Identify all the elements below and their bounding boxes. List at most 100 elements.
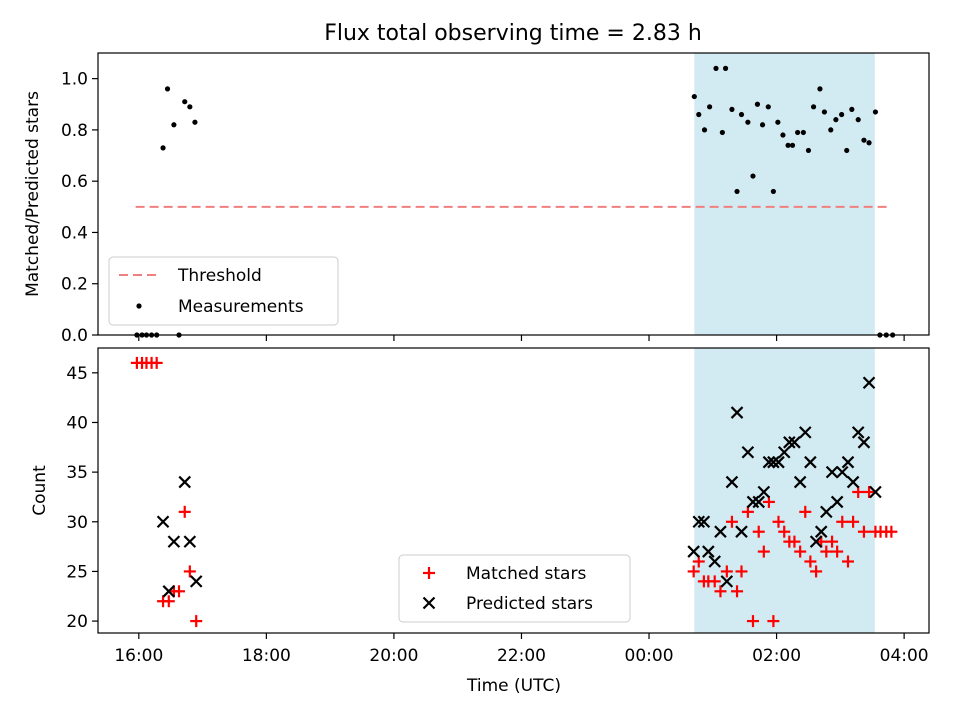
predicted-star-point — [697, 515, 711, 529]
predicted-star-point — [752, 495, 765, 509]
count-panel-frame — [97, 347, 930, 634]
x-tick-label: 04:00 — [880, 646, 929, 666]
measurement-point — [821, 109, 828, 115]
matched-star-point — [788, 535, 801, 548]
matched-star-point — [767, 615, 780, 628]
measurement-point — [701, 127, 708, 133]
matched-star-point — [847, 515, 860, 528]
predicted-star-point — [788, 436, 801, 449]
x-tick-label: 00:00 — [625, 646, 674, 666]
ratio-legend-box — [108, 256, 339, 326]
measurement-point — [192, 119, 198, 125]
predicted-star-point — [167, 535, 181, 548]
measurement-point — [785, 142, 791, 148]
y-tick-label: 0.2 — [61, 275, 88, 295]
predicted-star-point — [793, 475, 807, 489]
matched-star-point — [190, 615, 203, 628]
matched-star-point — [842, 555, 855, 568]
measurement-point — [849, 106, 855, 112]
predicted-star-point — [708, 555, 721, 568]
predicted-star-point — [162, 585, 176, 598]
matched-star-point — [692, 555, 705, 568]
matched-star-point — [762, 495, 775, 508]
measurement-point — [810, 104, 817, 110]
predicted-star-point — [767, 455, 780, 469]
matched-star-point — [794, 545, 807, 558]
measurement-point — [805, 147, 812, 154]
measurement-point — [171, 122, 177, 128]
predicted-star-point — [687, 545, 700, 558]
count-points — [130, 356, 898, 628]
predicted-star-point — [156, 515, 170, 529]
measurement-point — [187, 104, 193, 110]
matched-star-point — [831, 545, 844, 558]
measurement-point — [780, 132, 786, 138]
x-axis-label: Time (UTC) — [466, 676, 561, 696]
measurement-point — [713, 65, 719, 71]
measurement-point — [750, 173, 756, 179]
measurement-point — [770, 188, 776, 195]
y-tick-label: 0.6 — [61, 172, 88, 192]
predicted-star-point — [714, 525, 727, 538]
chart-title: Flux total observing time = 2.83 h — [324, 21, 702, 46]
measurement-point — [745, 119, 751, 125]
predicted-star-point — [798, 426, 812, 439]
measurement-point — [734, 188, 740, 195]
measurement-point — [164, 86, 171, 92]
matched-star-point — [772, 515, 785, 528]
y-tick-label: 0.0 — [61, 326, 88, 346]
count-y-ticks: 20 25 30 35 40 45 — [66, 364, 98, 632]
y-tick-label: 35 — [66, 463, 88, 483]
predicted-star-point — [809, 535, 823, 548]
legend-matched-marker — [423, 567, 435, 579]
observing-window-shade-bottom — [694, 348, 875, 633]
predicted-star-point — [720, 575, 734, 588]
matched-star-point — [757, 545, 770, 558]
predicted-star-point — [851, 426, 865, 439]
measurement-point — [833, 117, 839, 123]
predicted-star-point — [178, 475, 192, 489]
measurement-point — [855, 117, 861, 123]
x-tick-label: 18:00 — [242, 646, 291, 666]
predicted-star-point — [814, 525, 828, 538]
y-tick-label: 0.8 — [61, 121, 88, 141]
x-tick-label: 16:00 — [114, 646, 163, 666]
measurement-point — [795, 129, 801, 136]
measurement-point — [828, 127, 834, 133]
x-tick-label: 20:00 — [369, 646, 418, 666]
predicted-star-point — [762, 455, 776, 469]
observing-window-shade — [694, 53, 875, 335]
matched-star-point — [752, 525, 765, 538]
x-tick-label: 02:00 — [752, 646, 801, 666]
measurement-point — [719, 129, 725, 136]
matched-star-point — [162, 595, 175, 608]
matched-star-point — [172, 585, 185, 598]
matched-star-point — [741, 505, 754, 518]
measurement-point — [182, 99, 188, 105]
matched-star-point — [746, 615, 759, 628]
predicted-star-point — [820, 505, 833, 519]
legend-predicted-swatch — [422, 596, 436, 610]
predicted-star-point — [702, 545, 715, 558]
predicted-star-point — [746, 495, 760, 509]
measurement-point — [696, 111, 702, 118]
matched-star-point — [852, 485, 865, 498]
count-legend-box — [398, 554, 631, 623]
legend-measurements-label: Measurements — [178, 297, 304, 317]
legend-predicted-marker — [422, 596, 436, 610]
predicted-star-point — [735, 525, 748, 538]
measurement-point — [800, 129, 806, 136]
matched-star-point — [778, 525, 791, 538]
predicted-star-point — [777, 445, 791, 459]
measurement-point — [872, 109, 879, 115]
predicted-star-point — [692, 515, 706, 529]
count-y-axis-label: Count — [30, 465, 50, 516]
predicted-star-point — [869, 485, 882, 499]
measurement-point — [722, 65, 729, 71]
matched-star-point — [178, 505, 191, 518]
measurement-point — [738, 111, 745, 118]
legend-measurements-swatch — [136, 303, 142, 309]
measurement-point — [729, 106, 735, 112]
count-legend: Matched stars Predicted stars — [398, 554, 631, 623]
